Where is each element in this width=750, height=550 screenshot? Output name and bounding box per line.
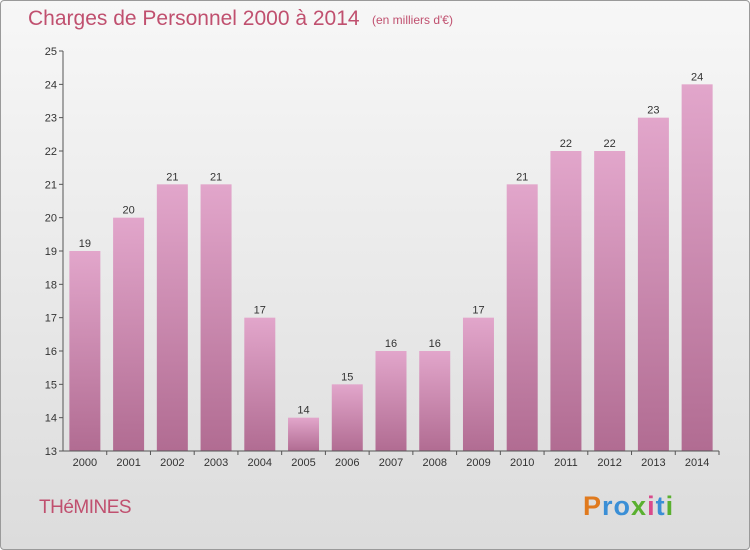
y-tick-label: 17 <box>45 313 57 325</box>
x-tick-label: 2004 <box>248 457 272 469</box>
bar-value-label: 24 <box>691 71 703 83</box>
y-tick-label: 22 <box>45 146 57 158</box>
y-tick-label: 15 <box>45 379 57 391</box>
bar-2005 <box>288 417 320 451</box>
bar-2001 <box>113 217 145 451</box>
y-tick-label: 21 <box>45 179 57 191</box>
x-tick-label: 2001 <box>116 457 140 469</box>
logo-letter: r <box>602 491 614 521</box>
bar-2002 <box>156 184 188 452</box>
logo-letter: x <box>631 491 648 521</box>
x-tick-label: 2012 <box>597 457 621 469</box>
x-tick-label: 2011 <box>554 457 578 469</box>
x-tick-label: 2010 <box>510 457 534 469</box>
bar-2006 <box>331 384 363 451</box>
bar-2011 <box>550 151 582 451</box>
bar-value-label: 17 <box>472 305 484 317</box>
bar-value-label: 14 <box>297 405 309 417</box>
bar-value-label: 22 <box>560 138 572 150</box>
logo-letter: i <box>665 491 675 521</box>
bar-2012 <box>594 151 626 451</box>
bar-value-label: 16 <box>385 338 397 350</box>
bar-value-label: 15 <box>341 371 353 383</box>
y-tick-label: 23 <box>45 113 57 125</box>
y-tick-label: 14 <box>45 413 57 425</box>
logo-letter: t <box>655 491 666 521</box>
y-tick-label: 19 <box>45 246 57 258</box>
logo-letter: o <box>613 491 632 521</box>
bar-2010 <box>506 184 538 452</box>
logo-letter: P <box>583 491 603 521</box>
bar-value-label: 21 <box>210 171 222 183</box>
bar-value-label: 17 <box>254 305 266 317</box>
y-tick-label: 20 <box>45 213 57 225</box>
bar-2014 <box>681 84 713 451</box>
x-tick-label: 2002 <box>160 457 184 469</box>
x-tick-label: 2007 <box>379 457 403 469</box>
x-axis: 2000 2001 2002 2003 2004 2005 2006 2007 2008 2009… <box>63 450 720 469</box>
chart-subtitle: (en milliers d'€) <box>372 13 453 27</box>
bar-value-label: 21 <box>166 171 178 183</box>
x-tick-label: 2009 <box>466 457 490 469</box>
bar-2003 <box>200 184 232 452</box>
y-axis: 13 14 15 16 17 18 19 20 21 22 23 24 25 <box>45 46 64 458</box>
x-tick-label: 2008 <box>422 457 446 469</box>
bar-value-label: 20 <box>122 205 134 217</box>
bar-2008 <box>419 351 451 451</box>
bar-value-label: 23 <box>647 105 659 117</box>
bar-value-label: 19 <box>79 238 91 250</box>
x-tick-label: 2003 <box>204 457 228 469</box>
x-tick-label: 2014 <box>685 457 709 469</box>
bar-value-label: 22 <box>604 138 616 150</box>
y-tick-label: 24 <box>45 79 57 91</box>
bars: 19 20 21 21 17 14 15 16 16 17 21 22 22 23 24 <box>69 71 713 452</box>
proxiti-logo: Proxiti <box>583 491 674 522</box>
bar-2004 <box>244 317 276 451</box>
bar-2013 <box>637 117 669 452</box>
commune-name: THéMINES <box>39 497 132 518</box>
y-tick-label: 13 <box>45 446 57 458</box>
bar-2007 <box>375 351 407 451</box>
y-tick-label: 16 <box>45 346 57 358</box>
chart-title: Charges de Personnel 2000 à 2014 <box>28 7 360 30</box>
x-tick-label: 2005 <box>291 457 315 469</box>
x-tick-label: 2006 <box>335 457 359 469</box>
y-tick-label: 25 <box>45 46 57 58</box>
bar-value-label: 21 <box>516 171 528 183</box>
bar-2000 <box>69 251 101 451</box>
logo-letter: i <box>647 491 656 521</box>
y-tick-label: 18 <box>45 279 57 291</box>
bar-value-label: 16 <box>429 338 441 350</box>
x-tick-label: 2013 <box>641 457 665 469</box>
bar-2009 <box>462 317 494 451</box>
x-tick-label: 2000 <box>73 457 97 469</box>
